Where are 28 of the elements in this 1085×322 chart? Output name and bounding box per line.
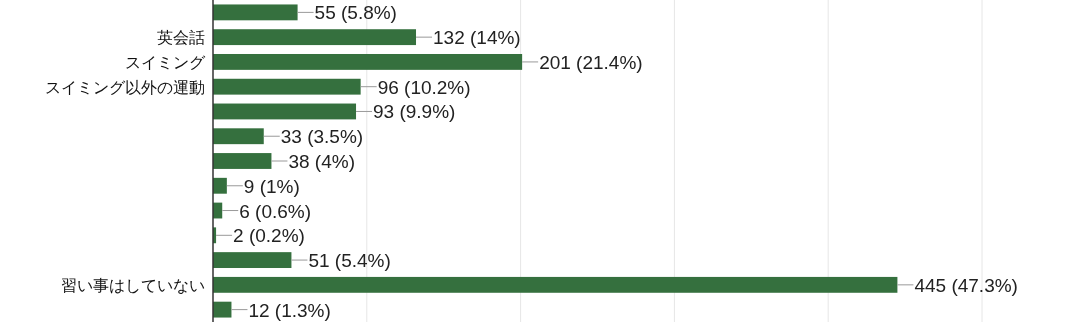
data-label: 6 (0.6%) <box>239 200 312 222</box>
bar <box>213 4 298 21</box>
data-label: 2 (0.2%) <box>233 225 305 247</box>
bar <box>213 128 264 145</box>
data-label: 12 (1.3%) <box>248 299 331 321</box>
bar <box>213 177 227 194</box>
data-label: 132 (14%) <box>433 27 521 49</box>
data-label: 9 (1%) <box>243 175 300 197</box>
y-tick-label: スイミング <box>125 53 206 71</box>
data-label: 93 (9.9%) <box>373 101 456 123</box>
data-label: 96 (10.2%) <box>377 76 471 98</box>
data-label: 33 (3.5%) <box>280 126 364 148</box>
y-tick-label: 英会話 <box>157 29 205 47</box>
data-label: 51 (5.4%) <box>308 250 391 272</box>
bar <box>213 54 523 70</box>
bar <box>213 276 898 293</box>
data-label: 55 (5.8%) <box>314 2 397 24</box>
y-tick-label: スイミング以外の運動 <box>45 78 205 96</box>
data-label: 38 (4%) <box>288 151 355 172</box>
data-label: 445 (47.3%) <box>914 274 1018 296</box>
bar <box>213 301 232 318</box>
bar <box>213 153 272 169</box>
y-tick-label: 習い事はしていない <box>61 276 205 294</box>
bar <box>213 252 292 268</box>
data-label: 201 (21.4%) <box>539 51 643 73</box>
bar <box>213 29 417 46</box>
bar <box>213 78 361 95</box>
bar <box>213 103 357 120</box>
